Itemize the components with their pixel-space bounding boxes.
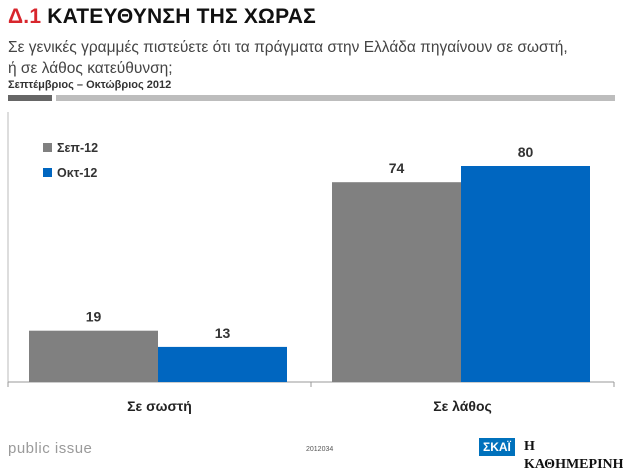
legend-label: Οκτ-12 <box>57 166 97 180</box>
data-label: 19 <box>86 309 102 325</box>
survey-question: Σε γενικές γραμμές πιστεύετε ότι τα πράγ… <box>8 39 568 77</box>
header-rule-dark <box>8 95 52 101</box>
category-label: Σε λάθος <box>433 398 492 414</box>
bar-oct12 <box>461 166 590 382</box>
bar-sep12 <box>332 182 461 382</box>
legend-label: Σεπ-12 <box>57 141 98 155</box>
section-number: Δ.1 <box>8 5 42 28</box>
survey-code: 2012034 <box>306 446 334 453</box>
legend-swatch <box>43 143 52 152</box>
data-label: 13 <box>215 325 231 341</box>
header-rule-light <box>56 95 615 101</box>
legend-swatch <box>43 168 52 177</box>
page-title: Δ.1 ΚΑΤΕΥΘΥΝΣΗ ΤΗΣ ΧΩΡΑΣ <box>8 5 316 29</box>
section-title: ΚΑΤΕΥΘΥΝΣΗ ΤΗΣ ΧΩΡΑΣ <box>47 5 316 28</box>
kathimerini-logo: Η ΚΑΘΗΜΕΡΙΝΗ <box>524 439 623 472</box>
survey-period: Σεπτέμβριος – Οκτώβριος 2012 <box>8 79 172 91</box>
bar-oct12 <box>158 346 287 382</box>
skai-logo: ΣΚΑΪ <box>479 438 515 456</box>
source-label: public issue <box>8 440 93 457</box>
bar-sep12 <box>29 330 158 382</box>
data-label: 80 <box>518 144 534 160</box>
category-label: Σε σωστή <box>127 398 192 414</box>
data-label: 74 <box>389 160 405 176</box>
